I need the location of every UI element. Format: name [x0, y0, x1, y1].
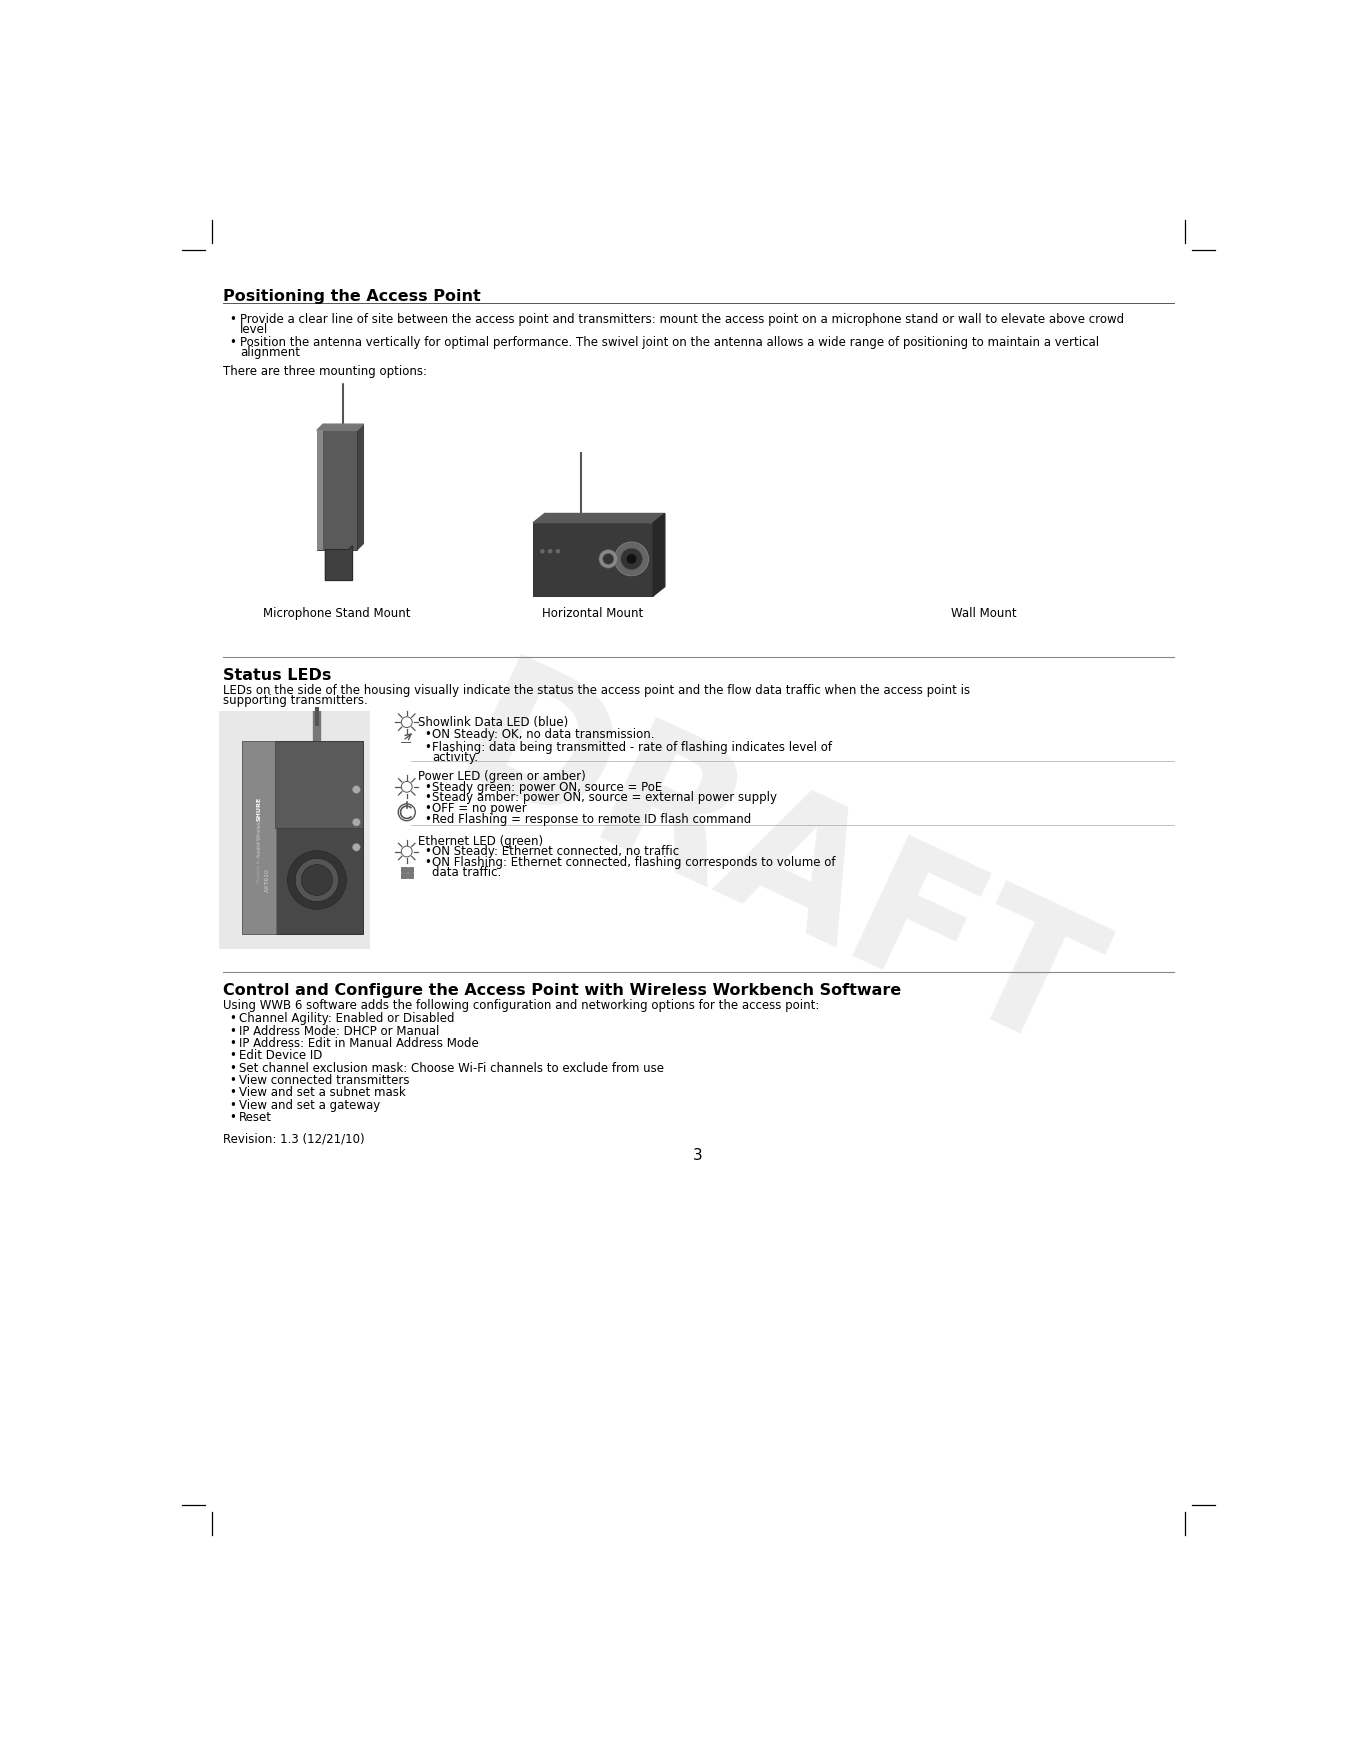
- Text: Positioning the Access Point: Positioning the Access Point: [224, 290, 481, 304]
- Text: Status LEDs: Status LEDs: [224, 667, 331, 683]
- Text: View and set a subnet mask: View and set a subnet mask: [239, 1086, 405, 1100]
- Circle shape: [401, 716, 412, 728]
- Circle shape: [296, 859, 338, 902]
- Polygon shape: [653, 513, 665, 596]
- Text: ON Flashing: Ethernet connected, flashing corresponds to volume of: ON Flashing: Ethernet connected, flashin…: [432, 857, 836, 869]
- Text: •: •: [229, 1111, 236, 1124]
- Polygon shape: [357, 424, 364, 549]
- Text: data traffic.: data traffic.: [432, 866, 502, 879]
- Circle shape: [288, 850, 346, 909]
- Text: supporting transmitters.: supporting transmitters.: [224, 693, 368, 707]
- Circle shape: [301, 864, 333, 895]
- Text: •: •: [425, 780, 432, 794]
- Circle shape: [401, 782, 412, 793]
- Text: Set channel exclusion mask: Choose Wi-Fi channels to exclude from use: Set channel exclusion mask: Choose Wi-Fi…: [239, 1062, 664, 1074]
- Text: Steady amber: power ON, source = external power supply: Steady amber: power ON, source = externa…: [432, 791, 777, 805]
- Text: Position the antenna vertically for optimal performance. The swivel joint on the: Position the antenna vertically for opti…: [240, 335, 1099, 349]
- Text: •: •: [425, 845, 432, 859]
- Text: •: •: [229, 1098, 236, 1112]
- Text: 3: 3: [694, 1149, 703, 1163]
- Text: •: •: [229, 1025, 236, 1038]
- Bar: [408, 867, 413, 872]
- Text: AXT610: AXT610: [264, 867, 270, 892]
- Bar: [401, 867, 406, 872]
- Text: OFF = no power: OFF = no power: [432, 803, 527, 815]
- Polygon shape: [533, 513, 665, 523]
- Text: View and set a gateway: View and set a gateway: [239, 1098, 380, 1112]
- Text: IP Address Mode: DHCP or Manual: IP Address Mode: DHCP or Manual: [239, 1025, 439, 1038]
- Circle shape: [353, 843, 360, 852]
- Bar: [219, 711, 371, 949]
- Text: Power LED (green or amber): Power LED (green or amber): [418, 770, 586, 782]
- Bar: [533, 523, 653, 596]
- Circle shape: [556, 549, 560, 553]
- Bar: [274, 742, 363, 827]
- Circle shape: [548, 549, 552, 553]
- Text: •: •: [229, 1050, 236, 1062]
- Circle shape: [540, 549, 545, 553]
- Circle shape: [353, 786, 360, 793]
- Text: •: •: [229, 1086, 236, 1100]
- Text: Showlink Data LED (blue): Showlink Data LED (blue): [418, 716, 568, 728]
- Circle shape: [626, 553, 637, 565]
- Text: There are three mounting options:: There are three mounting options:: [224, 365, 427, 377]
- Text: •: •: [229, 1013, 236, 1025]
- Text: Channel Agility: Enabled or Disabled: Channel Agility: Enabled or Disabled: [239, 1013, 454, 1025]
- Text: •: •: [425, 740, 432, 754]
- Text: •: •: [229, 335, 236, 349]
- Text: Provide a clear line of site between the access point and transmitters: mount th: Provide a clear line of site between the…: [240, 313, 1124, 325]
- Text: Flashing: data being transmitted - rate of flashing indicates level of: Flashing: data being transmitted - rate …: [432, 740, 833, 754]
- Text: activity.: activity.: [432, 751, 478, 763]
- Text: Horizontal Mount: Horizontal Mount: [542, 607, 643, 620]
- Text: Using WWB 6 software adds the following configuration and networking options for: Using WWB 6 software adds the following …: [224, 999, 819, 1012]
- Text: IP Address: Edit in Manual Address Mode: IP Address: Edit in Manual Address Mode: [239, 1038, 478, 1050]
- Text: •: •: [229, 1062, 236, 1074]
- Bar: [243, 742, 277, 933]
- Text: Reset: Reset: [239, 1111, 271, 1124]
- Circle shape: [598, 549, 617, 568]
- Text: Edit Device ID: Edit Device ID: [239, 1050, 322, 1062]
- Bar: [316, 431, 357, 549]
- Circle shape: [353, 819, 360, 826]
- Bar: [243, 742, 363, 933]
- Text: Showlink Access Point: Showlink Access Point: [258, 838, 262, 883]
- Text: LEDs on the side of the housing visually indicate the status the access point an: LEDs on the side of the housing visually…: [224, 683, 970, 697]
- Circle shape: [401, 846, 412, 857]
- Text: level: level: [240, 323, 269, 335]
- Circle shape: [602, 553, 613, 565]
- Text: Revision: 1.3 (12/21/10): Revision: 1.3 (12/21/10): [224, 1133, 365, 1145]
- Text: ON Steady: OK, no data transmission.: ON Steady: OK, no data transmission.: [432, 728, 654, 742]
- Text: •: •: [425, 803, 432, 815]
- Bar: [316, 431, 323, 549]
- Circle shape: [615, 542, 649, 575]
- Bar: [408, 872, 413, 878]
- Text: •: •: [229, 313, 236, 325]
- Text: ON Steady: Ethernet connected, no traffic: ON Steady: Ethernet connected, no traffi…: [432, 845, 679, 859]
- Text: SHURE: SHURE: [256, 796, 262, 820]
- Text: •: •: [229, 1038, 236, 1050]
- Text: alignment: alignment: [240, 346, 300, 358]
- Text: •: •: [425, 857, 432, 869]
- Text: Wall Mount: Wall Mount: [951, 607, 1017, 620]
- Text: Microphone Stand Mount: Microphone Stand Mount: [263, 607, 410, 620]
- Text: Axient Wireless: Axient Wireless: [256, 819, 262, 857]
- Text: DRAFT: DRAFT: [432, 648, 1118, 1093]
- Bar: [401, 872, 406, 878]
- Text: Red Flashing = response to remote ID flash command: Red Flashing = response to remote ID fla…: [432, 813, 751, 826]
- Text: •: •: [425, 791, 432, 805]
- Circle shape: [620, 547, 642, 570]
- Polygon shape: [316, 424, 364, 431]
- Text: Control and Configure the Access Point with Wireless Workbench Software: Control and Configure the Access Point w…: [224, 984, 901, 998]
- Text: View connected transmitters: View connected transmitters: [239, 1074, 409, 1086]
- Text: •: •: [425, 813, 432, 826]
- Polygon shape: [326, 546, 353, 580]
- Text: •: •: [229, 1074, 236, 1086]
- Text: Steady green: power ON, source = PoE: Steady green: power ON, source = PoE: [432, 780, 662, 794]
- Text: •: •: [425, 728, 432, 742]
- Circle shape: [398, 803, 416, 820]
- Text: Ethernet LED (green): Ethernet LED (green): [418, 834, 544, 848]
